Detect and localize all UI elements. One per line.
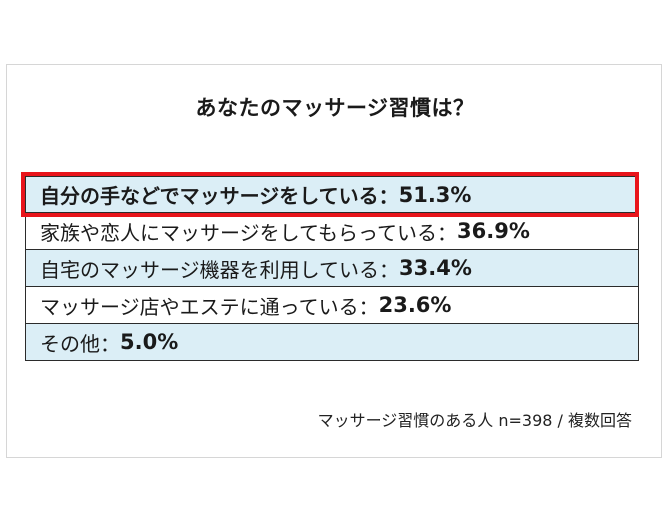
row-value: 5.0%: [120, 330, 179, 354]
table-row: 自宅のマッサージ機器を利用している： 33.4%: [25, 250, 639, 287]
row-label: その他：: [40, 331, 120, 356]
results-table: 自分の手などでマッサージをしている： 51.3% 家族や恋人にマッサージをしてもら…: [25, 176, 639, 361]
row-label: 家族や恋人にマッサージをしてもらっている：: [40, 220, 457, 245]
table-row: 家族や恋人にマッサージをしてもらっている： 36.9%: [25, 213, 639, 250]
row-label: 自宅のマッサージ機器を利用している：: [40, 257, 399, 282]
row-label: マッサージ店やエステに通っている：: [40, 294, 379, 319]
row-value: 51.3%: [398, 182, 472, 207]
sample-note: マッサージ習慣のある人 n=398 / 複数回答: [317, 411, 632, 430]
row-label: 自分の手などでマッサージをしている：: [40, 184, 399, 208]
row-value: 33.4%: [399, 256, 472, 280]
table-row: その他： 5.0%: [25, 324, 639, 361]
table-row: 自分の手などでマッサージをしている： 51.3%: [25, 176, 639, 213]
row-value: 36.9%: [457, 219, 530, 243]
table-row: マッサージ店やエステに通っている： 23.6%: [25, 287, 639, 324]
row-value: 23.6%: [378, 293, 452, 317]
chart-title: あなたのマッサージ習慣は？: [195, 96, 475, 120]
